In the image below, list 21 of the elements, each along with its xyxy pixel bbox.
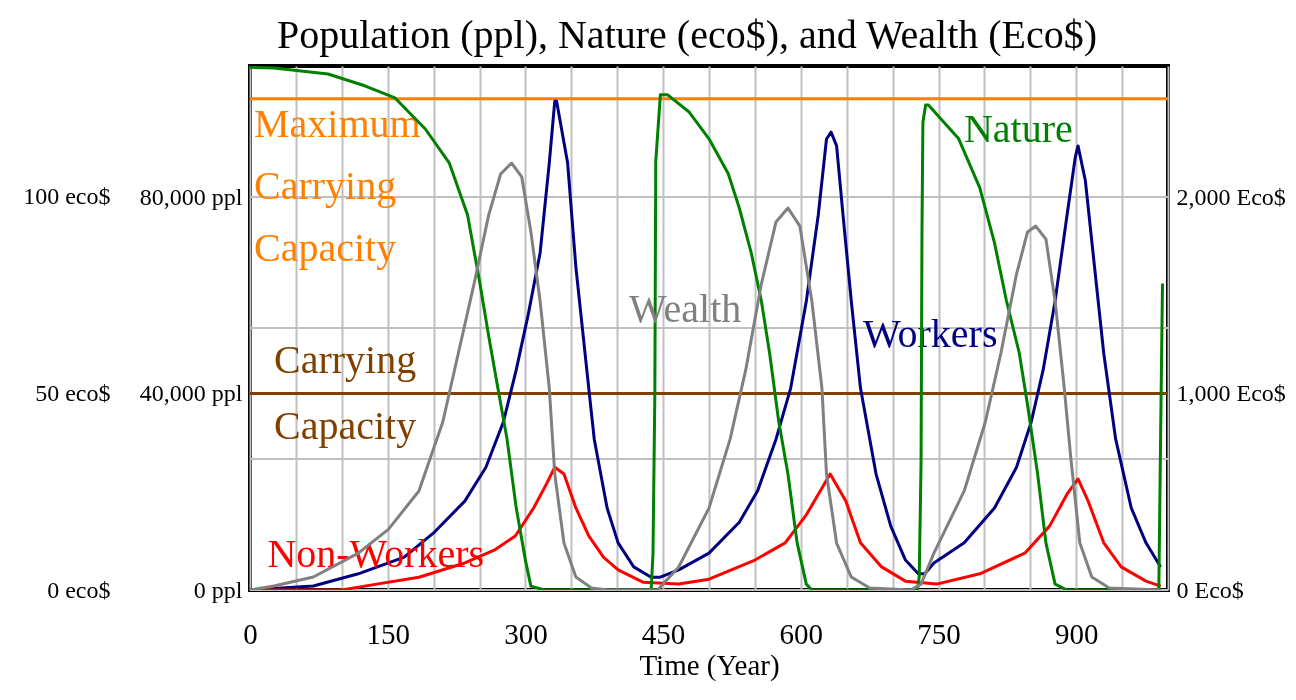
x-tick-label: 300 [504, 617, 548, 650]
y2-tick-label: 50 eco$ [35, 380, 111, 406]
y2-tick-label: 0 eco$ [47, 576, 111, 603]
y3-tick-label: 2,000 Eco$ [1176, 183, 1286, 210]
series-label: Nature [963, 105, 1073, 151]
x-tick-label: 450 [641, 617, 686, 650]
ref-line-label: Maximum Carrying Capacity [254, 100, 421, 270]
ref-line-label: Carrying Capacity [274, 336, 417, 448]
y3-tick-label: 0 Eco$ [1176, 576, 1244, 603]
y2-tick-label: 100 eco$ [23, 183, 111, 210]
x-axis-title: Time (Year) [639, 648, 780, 682]
x-tick-label: 0 [243, 617, 258, 650]
y-tick-label: 40,000 ppl [139, 380, 243, 406]
x-tick-label: 750 [917, 617, 961, 650]
x-tick-label: 600 [779, 617, 824, 650]
x-tick-label: 900 [1054, 617, 1099, 650]
x-tick-label: 150 [366, 617, 410, 650]
chart-title: Population (ppl), Nature (eco$), and Wealth (Eco$) [276, 12, 1098, 57]
y3-tick-label: 1,000 Eco$ [1176, 380, 1286, 406]
y-tick-label: 0 ppl [193, 576, 243, 603]
y-tick-label: 80,000 ppl [139, 183, 243, 210]
